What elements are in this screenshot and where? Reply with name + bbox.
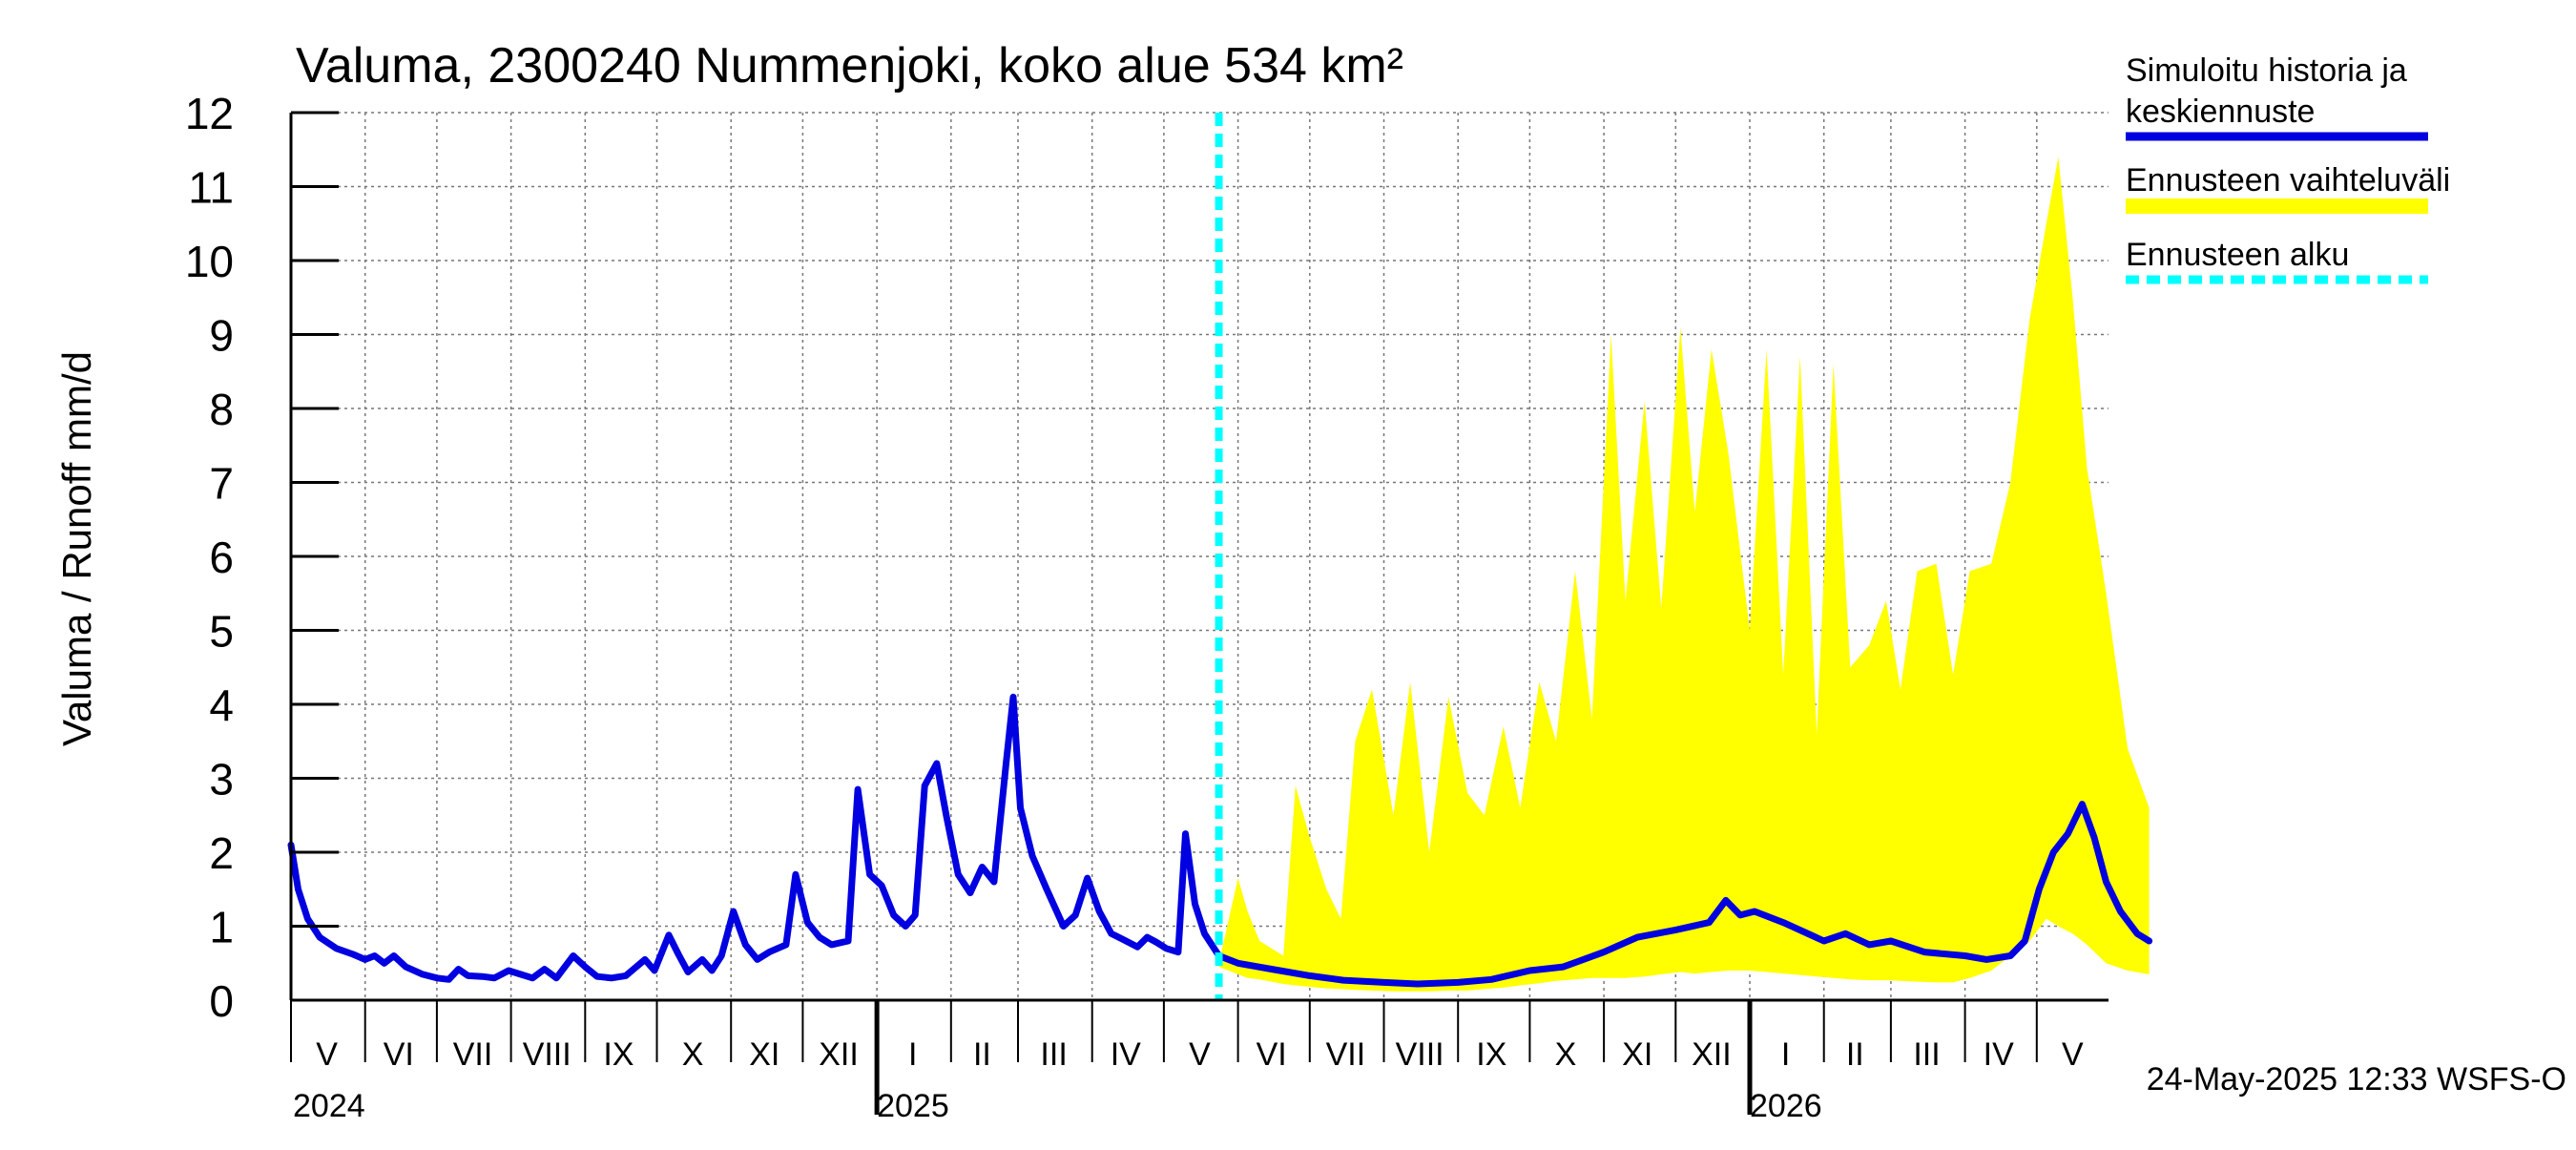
month-label: X bbox=[682, 1036, 704, 1073]
month-label: VIII bbox=[1396, 1036, 1444, 1073]
month-label: II bbox=[1846, 1036, 1864, 1073]
month-label: XII bbox=[819, 1036, 859, 1073]
year-label: 2024 bbox=[293, 1088, 365, 1124]
legend-label-forecast-range: Ennusteen vaihteluväli bbox=[2126, 162, 2450, 199]
y-tick-label: 6 bbox=[209, 533, 234, 582]
month-label: IV bbox=[1111, 1036, 1141, 1073]
y-tick-label: 4 bbox=[209, 680, 234, 730]
year-label: 2025 bbox=[877, 1088, 949, 1124]
y-tick-label: 8 bbox=[209, 385, 234, 434]
legend-label-forecast-start: Ennusteen alku bbox=[2126, 237, 2349, 273]
forecast-band-layer bbox=[1219, 157, 2150, 992]
month-label: VII bbox=[453, 1036, 493, 1073]
month-label: III bbox=[1913, 1036, 1940, 1073]
month-label: VI bbox=[1257, 1036, 1287, 1073]
month-label: XI bbox=[749, 1036, 779, 1073]
month-label: II bbox=[973, 1036, 991, 1073]
month-label: XI bbox=[1622, 1036, 1652, 1073]
y-tick-label: 11 bbox=[188, 163, 234, 213]
y-tick-label: 7 bbox=[209, 459, 234, 509]
month-label: I bbox=[1781, 1036, 1790, 1073]
legend-label-history: Simuloitu historia ja bbox=[2126, 52, 2407, 89]
month-label: III bbox=[1040, 1036, 1067, 1073]
chart-title: Valuma, 2300240 Nummenjoki, koko alue 53… bbox=[296, 38, 1403, 94]
month-label: V bbox=[2062, 1036, 2084, 1073]
y-tick-label: 9 bbox=[209, 311, 234, 361]
month-label: IX bbox=[1476, 1036, 1506, 1073]
month-label: IV bbox=[1984, 1036, 2014, 1073]
y-tick-label: 1 bbox=[209, 903, 234, 952]
month-label: IX bbox=[603, 1036, 634, 1073]
legend-label-history-line2: keskiennuste bbox=[2126, 94, 2315, 130]
month-label: V bbox=[1189, 1036, 1211, 1073]
month-label: VIII bbox=[523, 1036, 571, 1073]
y-tick-label: 3 bbox=[209, 755, 234, 805]
month-label: VII bbox=[1326, 1036, 1366, 1073]
footer-timestamp: 24-May-2025 12:33 WSFS-O bbox=[2147, 1061, 2566, 1098]
year-label: 2026 bbox=[1750, 1088, 1822, 1124]
y-tick-label: 5 bbox=[209, 607, 234, 657]
y-tick-label: 10 bbox=[185, 237, 234, 286]
month-label: V bbox=[316, 1036, 338, 1073]
y-tick-label: 0 bbox=[209, 976, 234, 1026]
y-tick-label: 12 bbox=[185, 89, 234, 138]
month-label: VI bbox=[384, 1036, 414, 1073]
month-label: XII bbox=[1692, 1036, 1732, 1073]
month-label: X bbox=[1555, 1036, 1577, 1073]
month-label: I bbox=[908, 1036, 917, 1073]
forecast-range-band bbox=[1219, 157, 2150, 992]
y-axis-label: Valuma / Runoff mm/d bbox=[54, 351, 99, 746]
legend-swatch-forecast-range bbox=[2126, 199, 2428, 214]
legend: Simuloitu historia ja keskiennuste Ennuste… bbox=[2126, 52, 2450, 280]
y-tick-label: 2 bbox=[209, 828, 234, 878]
